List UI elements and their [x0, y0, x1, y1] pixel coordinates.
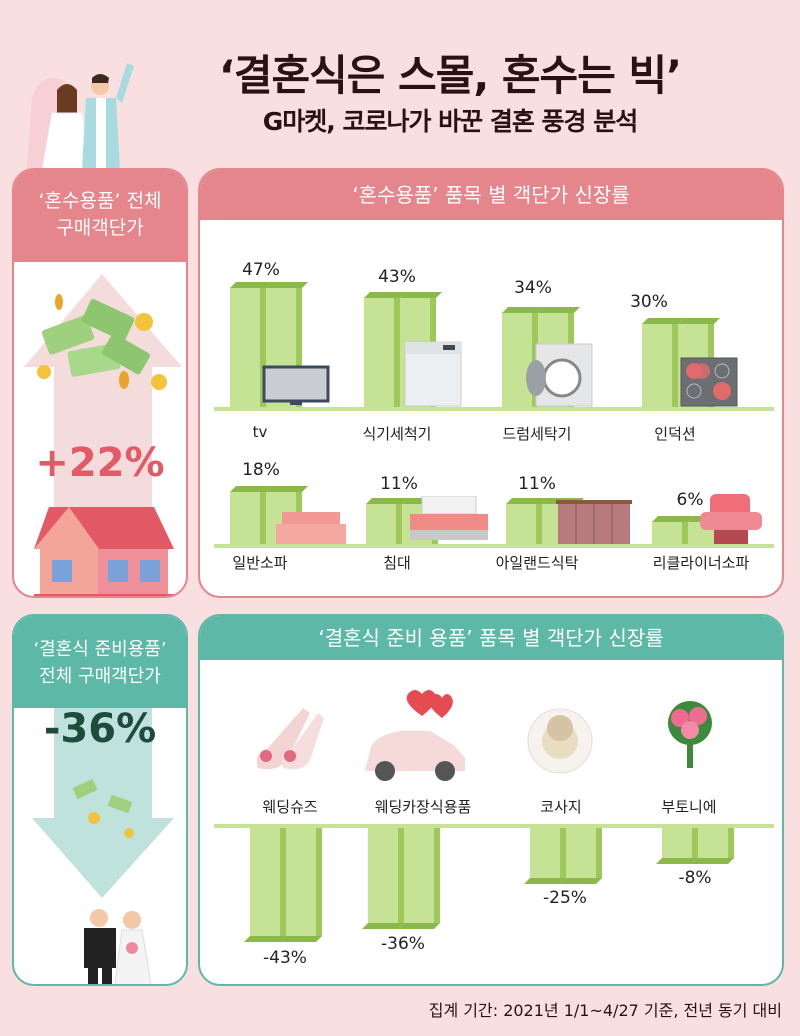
baseline: [214, 824, 774, 828]
bar-corsage: [530, 828, 602, 878]
heading-line-1: ‘혼수용품’ 전체: [38, 190, 162, 212]
appliance-growth-chart: ‘혼수용품’ 품목 별 객단가 신장률 47% tv 43% 식기세척기 34%…: [198, 168, 784, 598]
sofa-icon: [276, 512, 346, 544]
tv-icon: [262, 365, 330, 405]
overall-growth-value: +22%: [35, 440, 165, 486]
chart-heading: ‘결혼식 준비 용품’ 품목 별 객단가 신장률: [200, 616, 782, 660]
card-heading: ‘결혼식 준비용품’ 전체 구매객단가: [14, 616, 186, 708]
bar-value: 6%: [676, 490, 704, 510]
page-subtitle: G마켓, 코로나가 바꾼 결혼 풍경 분석: [262, 107, 639, 136]
bar-value: 30%: [630, 292, 668, 312]
category-label: 웨딩카장식용품: [374, 798, 472, 816]
heading-line-2: 구매객단가: [56, 217, 144, 239]
overall-wedding-prep-card: ‘결혼식 준비용품’ 전체 구매객단가 -36%: [12, 614, 188, 986]
category-label: 침대: [383, 554, 411, 572]
category-label: 일반소파: [232, 554, 288, 572]
category-label: 웨딩슈즈: [262, 798, 318, 816]
recliner-icon: [700, 494, 762, 544]
bar-value: 11%: [380, 474, 418, 494]
bar-value: -25%: [543, 888, 587, 908]
bar-wedding-car-decor: [368, 828, 440, 923]
dishwasher-icon: [404, 341, 462, 407]
island-table-icon: [556, 500, 632, 544]
category-label: tv: [252, 423, 268, 441]
wedding-shoes-icon: [256, 708, 324, 770]
bar-value: 47%: [242, 260, 280, 280]
bar-value: 43%: [378, 267, 416, 287]
page-title: ‘결혼식은 스몰, 혼수는 빅’: [218, 51, 682, 100]
bar-value: -43%: [263, 948, 307, 968]
baseline: [214, 407, 774, 411]
overall-appliance-card: ‘혼수용품’ 전체 구매객단가 +22%: [12, 168, 188, 598]
heading-line-1: ‘결혼식 준비용품’: [33, 639, 167, 660]
category-label: 아일랜드식탁: [495, 554, 579, 572]
couple-icon: [84, 909, 152, 984]
category-label: 코사지: [540, 798, 582, 816]
category-label: 부토니에: [661, 798, 717, 816]
category-label: 드럼세탁기: [502, 425, 572, 443]
washing-machine-icon: [526, 343, 593, 407]
category-label: 인덕션: [654, 425, 696, 443]
bar-value: 34%: [514, 278, 552, 298]
induction-cooktop-icon: [680, 357, 738, 407]
bar-wedding-shoes: [250, 828, 322, 936]
category-label: 리클라이너소파: [652, 554, 750, 572]
chart-heading: ‘혼수용품’ 품목 별 객단가 신장률: [200, 170, 782, 220]
corsage-icon: [527, 708, 593, 774]
house-icon: [34, 507, 174, 596]
bar-value: -36%: [381, 934, 425, 954]
card-heading: ‘혼수용품’ 전체 구매객단가: [14, 170, 186, 262]
wedding-car-icon: [365, 690, 465, 781]
category-label: 식기세척기: [362, 425, 432, 443]
money-icon: [37, 294, 167, 390]
footnote: 집계 기간: 2021년 1/1~4/27 기준, 전년 동기 대비: [428, 1001, 782, 1020]
wedding-prep-decline-chart: ‘결혼식 준비 용품’ 품목 별 객단가 신장률 웨딩슈즈 웨딩카장식용품 코사…: [198, 614, 784, 986]
baseline: [214, 544, 774, 548]
boutonniere-icon: [668, 701, 712, 768]
overall-decline-value: -36%: [43, 706, 157, 752]
bar-value: -8%: [678, 868, 712, 888]
bride-groom-illustration: [27, 63, 134, 171]
bar-value: 11%: [518, 474, 556, 494]
up-arrow-house-icon: [24, 274, 182, 596]
down-arrow-couple-icon: [32, 708, 174, 984]
bar-boutonniere: [662, 828, 734, 858]
bed-icon: [410, 496, 488, 540]
heading-line-2: 전체 구매객단가: [39, 666, 161, 687]
bar-value: 18%: [242, 460, 280, 480]
